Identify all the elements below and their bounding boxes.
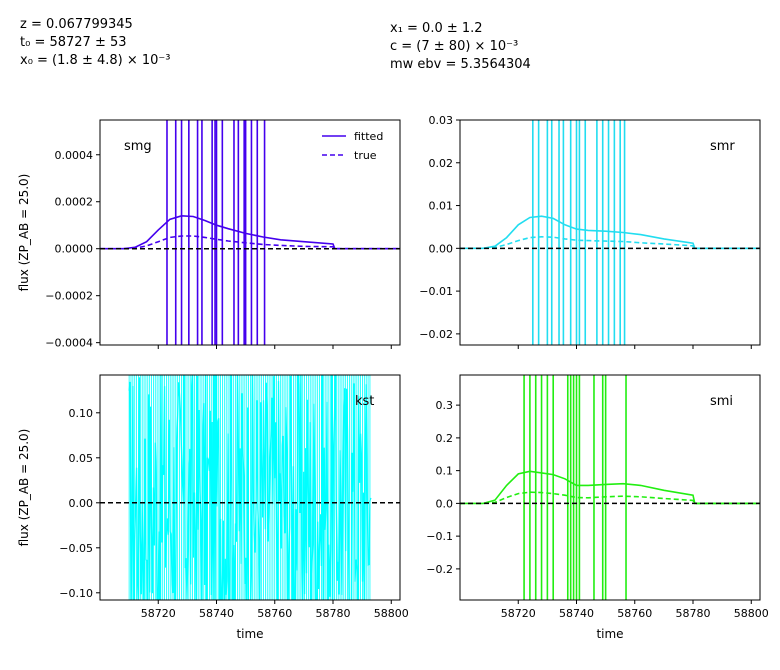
series-true (460, 235, 760, 250)
band-label: smr (710, 139, 735, 154)
y-tick-label: −0.01 (419, 285, 453, 298)
t0-text: t₀ = 58727 ± 53 (20, 35, 127, 50)
y-tick-label: 0.00 (429, 242, 454, 255)
x-tick-label: 58800 (374, 607, 409, 620)
y-tick-label: 0.0002 (55, 196, 94, 209)
y-tick-label: 0.03 (429, 114, 454, 127)
y-tick-label: −0.1 (426, 530, 453, 543)
plot-area-smr (460, 120, 760, 345)
x1-text: x₁ = 0.0 ± 1.2 (390, 21, 483, 36)
y-axis-label: flux (ZP_AB = 25.0) (17, 429, 31, 547)
y-tick-label: −0.2 (426, 563, 453, 576)
band-label: smi (710, 394, 733, 409)
y-tick-label: 0.1 (436, 465, 454, 478)
redshift-text: z = 0.067799345 (20, 17, 133, 32)
x-tick-label: 58800 (734, 607, 769, 620)
y-tick-label: 0.02 (429, 157, 454, 170)
x-tick-label: 58760 (617, 607, 652, 620)
panel-smg: −0.0004 −0.0002 0.0000 0.0002 0.0004 flux (ZP… (17, 119, 401, 350)
y-tick-label: 0.10 (69, 407, 94, 420)
y-tick-label: 0.00 (69, 497, 94, 510)
panel-kst: −0.10 −0.05 0.00 0.05 0.10 58720 58740 58760 587… (17, 374, 409, 641)
x-tick-label: 58720 (501, 607, 536, 620)
mw-ebv-text: mw ebv = 5.3564304 (390, 57, 531, 72)
x-tick-label: 58740 (199, 607, 234, 620)
x-axis-label: time (596, 627, 623, 641)
y-tick-label: 0.2 (436, 432, 454, 445)
y-tick-label: 0.01 (429, 200, 454, 213)
x0-text: x₀ = (1.8 ± 4.8) × 10⁻³ (20, 53, 171, 68)
y-tick-label: 0.05 (69, 452, 94, 465)
axes-frame (459, 374, 761, 601)
series-fitted (460, 215, 760, 250)
series-fitted (100, 214, 400, 250)
axes-frame (99, 119, 401, 346)
y-tick-label: −0.0002 (45, 290, 93, 303)
x-tick-label: 58760 (257, 607, 292, 620)
x-tick-label: 58780 (316, 607, 351, 620)
y-tick-label: −0.05 (59, 542, 93, 555)
series-true (460, 491, 760, 505)
fit-params-left: z = 0.067799345 t₀ = 58727 ± 53 x₀ = (1.… (20, 16, 170, 70)
legend-label-true: true (354, 149, 377, 162)
plot-area-smi (460, 375, 760, 600)
band-label: kst (355, 394, 374, 409)
y-tick-label: 0.3 (436, 399, 454, 412)
plot-area-smg (100, 120, 400, 345)
band-label: smg (124, 139, 152, 154)
y-tick-label: 0.0004 (55, 149, 94, 162)
y-axis-label: flux (ZP_AB = 25.0) (17, 174, 31, 292)
x-tick-label: 58740 (559, 607, 594, 620)
y-tick-label: 0.0000 (55, 243, 94, 256)
fit-params-right: x₁ = 0.0 ± 1.2 c = (7 ± 80) × 10⁻³ mw eb… (390, 20, 531, 74)
axes-frame (99, 374, 401, 601)
x-axis-label: time (236, 627, 263, 641)
observation-trace (128, 375, 372, 600)
panel-smr: −0.02 −0.01 0.00 0.01 0.02 0.03 smr (419, 114, 761, 349)
series-true (100, 235, 400, 250)
x-tick-label: 58780 (676, 607, 711, 620)
y-tick-label: −0.0004 (45, 337, 93, 350)
x-tick-label: 58720 (141, 607, 176, 620)
panel-smi: −0.2 −0.1 0.0 0.1 0.2 0.3 58720 58740 58760 58780… (426, 374, 769, 641)
series-fitted (460, 470, 760, 505)
y-tick-label: −0.10 (59, 587, 93, 600)
color-param-text: c = (7 ± 80) × 10⁻³ (390, 39, 519, 54)
axes-frame (459, 119, 761, 346)
y-tick-label: 0.0 (436, 497, 454, 510)
legend-label-fitted: fitted (354, 130, 383, 143)
y-tick-label: −0.02 (419, 328, 453, 341)
plot-area-kst (100, 375, 400, 600)
